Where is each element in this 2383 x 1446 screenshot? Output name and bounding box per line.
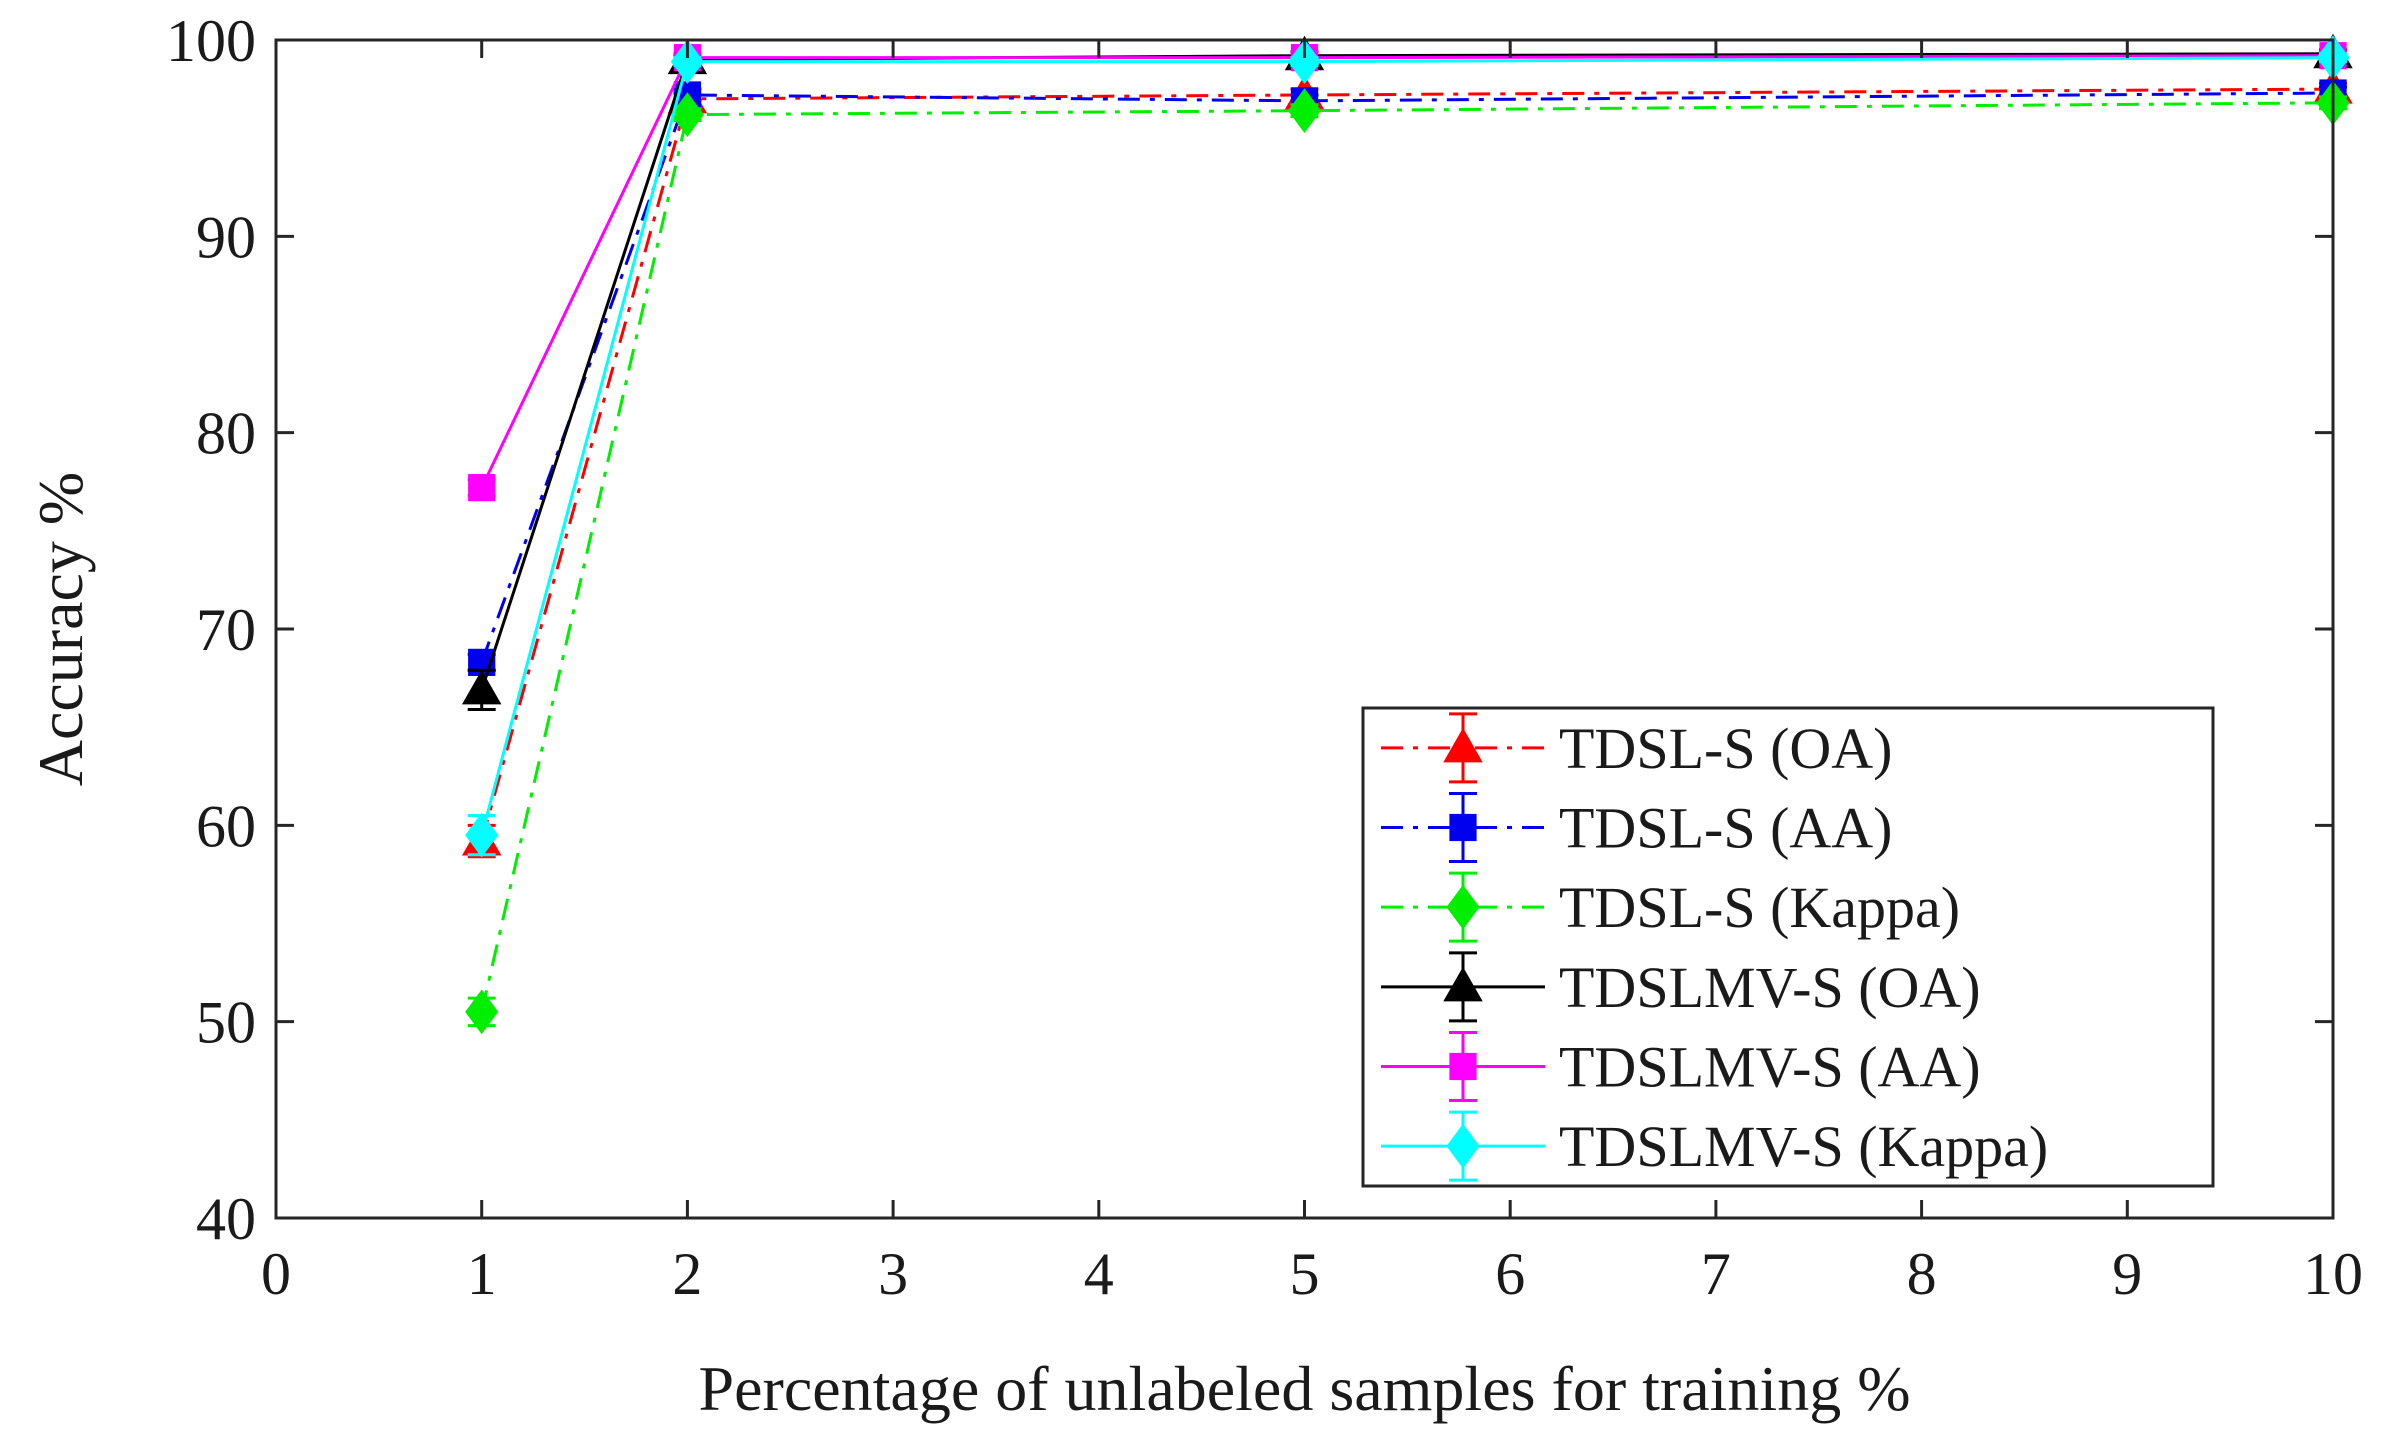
data-point: [465, 812, 499, 858]
legend-entry: TDSL-S (OA): [1381, 712, 1892, 784]
legend-entry: TDSL-S (Kappa): [1381, 871, 1960, 943]
legend: TDSL-S (OA) TDSL-S (AA) TDSL-S (Kappa) TDSL…: [1361, 706, 2215, 1188]
x-tick-label: 0: [261, 1241, 291, 1307]
data-point: [670, 39, 704, 84]
y-axis-label: Accuracy %: [25, 472, 96, 786]
series-line: [480, 101, 2334, 1013]
x-tick-label: 6: [1495, 1241, 1525, 1307]
x-tick-label: 1: [467, 1241, 497, 1307]
legend-label: TDSLMV-S (OA): [1559, 955, 1981, 1020]
data-point: [468, 474, 496, 502]
data-point: [461, 669, 502, 705]
series-5: [467, 42, 2347, 502]
legend-entry: TDSLMV-S (OA): [1381, 951, 1981, 1023]
y-tick-label: 80: [196, 401, 256, 467]
data-point: [670, 92, 704, 137]
legend-marker: [1443, 966, 1483, 1002]
y-tick-label: 90: [196, 204, 256, 270]
legend-label: TDSL-S (OA): [1559, 716, 1892, 781]
x-tick-label: 3: [878, 1241, 908, 1307]
data-point: [465, 989, 499, 1035]
data-point: [1287, 88, 1322, 134]
legend-label: TDSLMV-S (AA): [1559, 1035, 1981, 1100]
series-4: [461, 33, 2353, 711]
series-line: [480, 54, 2334, 489]
x-tick-label: 5: [1290, 1241, 1320, 1307]
series-line: [480, 56, 2334, 836]
x-tick-label: 8: [1907, 1241, 1937, 1307]
legend-marker: [1449, 813, 1477, 842]
x-axis-label: Percentage of unlabeled samples for trai…: [699, 1353, 1911, 1424]
legend-marker: [1443, 727, 1483, 763]
y-tick-label: 40: [196, 1186, 256, 1252]
y-tick-label: 100: [166, 8, 256, 74]
legend-box: [1361, 706, 2215, 1188]
series-line: [480, 52, 2334, 691]
legend-marker: [1449, 1052, 1477, 1081]
legend-label: TDSL-S (AA): [1559, 796, 1892, 861]
legend-entry: TDSLMV-S (Kappa): [1381, 1110, 2048, 1182]
x-tick-label: 10: [2303, 1241, 2363, 1307]
legend-entry: TDSL-S (AA): [1381, 792, 1892, 863]
x-tick-label: 4: [1084, 1241, 1114, 1307]
legend-label: TDSLMV-S (Kappa): [1559, 1114, 2048, 1179]
series-2: [467, 79, 2347, 676]
series-line: [480, 91, 2334, 663]
x-tick-label: 9: [2112, 1241, 2142, 1307]
axes: 0 1 2 3 4 5 6 7 8 9 10 40 50 60 70 80 90 100: [166, 8, 2363, 1307]
legend-marker: [1446, 1123, 1480, 1169]
legend-marker: [1446, 884, 1480, 930]
series-6: [465, 35, 2350, 858]
series-line: [480, 87, 2334, 842]
series-3: [465, 80, 2350, 1035]
legend-entry: TDSLMV-S (AA): [1381, 1031, 1981, 1102]
y-tick-label: 70: [196, 597, 256, 663]
data-point: [1287, 39, 1322, 84]
x-tick-label: 7: [1701, 1241, 1731, 1307]
y-tick-label: 60: [196, 793, 256, 859]
plot-area: [461, 33, 2353, 1035]
y-tick-label: 50: [196, 990, 256, 1056]
x-tick-label: 2: [672, 1241, 702, 1307]
legend-label: TDSL-S (Kappa): [1559, 875, 1960, 940]
